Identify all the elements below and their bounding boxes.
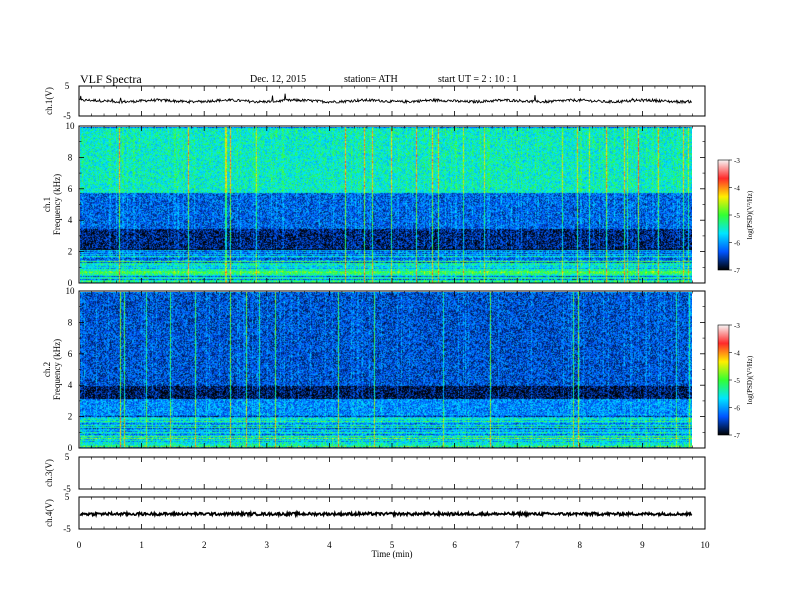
y-tick-label: 6 — [68, 184, 73, 194]
x-tick-label: 4 — [327, 540, 332, 550]
y-tick-label: -5 — [63, 484, 71, 494]
y-tick-label: -5 — [63, 111, 71, 121]
colorbar-tick-label: -7 — [734, 432, 740, 440]
y-tick-label: 4 — [68, 380, 73, 390]
y-tick-label: 8 — [68, 152, 73, 162]
colorbar-tick-label: -6 — [734, 240, 740, 248]
channel-label: ch.3(V) — [44, 459, 54, 487]
x-tick-label: 9 — [640, 540, 645, 550]
colorbar-label: log(PSD)(V²/Hz) — [746, 190, 754, 239]
colorbar-tick-label: -3 — [734, 322, 740, 330]
x-tick-label: 0 — [77, 540, 82, 550]
y-tick-label: 2 — [68, 247, 73, 257]
x-tick-label: 1 — [139, 540, 144, 550]
y-tick-label: 5 — [65, 452, 70, 462]
colorbar-2 — [717, 324, 730, 436]
colorbar-tick-label: -5 — [734, 212, 740, 220]
waveform-trace-ch4V — [79, 509, 693, 519]
figure-title: VLF Spectra — [80, 72, 142, 86]
colorbar-tick-label: -4 — [734, 350, 740, 358]
colorbar-label: log(PSD)(V²/Hz) — [746, 355, 754, 404]
x-tick-label: 3 — [265, 540, 270, 550]
x-tick-label: 7 — [515, 540, 520, 550]
x-tick-label: 8 — [578, 540, 583, 550]
colorbar-1 — [717, 159, 730, 271]
channel-label: ch.2 — [42, 362, 52, 377]
colorbar-tick-label: -5 — [734, 377, 740, 385]
y-tick-label: -5 — [63, 524, 71, 534]
y-tick-label: 5 — [65, 81, 70, 91]
x-tick-label: 5 — [390, 540, 395, 550]
y-tick-label: 2 — [68, 412, 73, 422]
start-time-label: start UT = 2 : 10 : 1 — [438, 74, 518, 85]
frequency-axis-label: Frequency (kHz) — [52, 339, 62, 400]
frequency-axis-label: Frequency (kHz) — [52, 174, 62, 235]
channel-label: ch.4(V) — [44, 499, 54, 527]
date-label: Dec. 12, 2015 — [250, 74, 307, 85]
channel-label: ch.1(V) — [44, 87, 54, 115]
colorbar-tick-label: -4 — [734, 185, 740, 193]
y-tick-label: 0 — [68, 443, 73, 453]
x-axis-label: Time (min) — [372, 549, 413, 559]
station-label: station= ATH — [344, 74, 398, 85]
y-tick-label: 8 — [68, 317, 73, 327]
y-tick-label: 0 — [68, 278, 73, 288]
colorbar-tick-label: -3 — [734, 157, 740, 165]
spectrogram-image-ch1 — [80, 127, 692, 283]
y-tick-label: 5 — [65, 492, 70, 502]
y-tick-label: 10 — [66, 286, 76, 296]
spectrogram-image-ch2 — [80, 292, 692, 448]
x-tick-label: 6 — [452, 540, 457, 550]
waveform-trace-ch1V — [79, 93, 693, 105]
x-tick-label: 2 — [202, 540, 207, 550]
y-tick-label: 6 — [68, 349, 73, 359]
channel-label: ch.1 — [42, 197, 52, 212]
x-tick-label: 10 — [701, 540, 711, 550]
colorbar-tick-label: -6 — [734, 405, 740, 413]
y-tick-label: 10 — [66, 121, 76, 131]
y-tick-label: 4 — [68, 215, 73, 225]
colorbar-tick-label: -7 — [734, 267, 740, 275]
